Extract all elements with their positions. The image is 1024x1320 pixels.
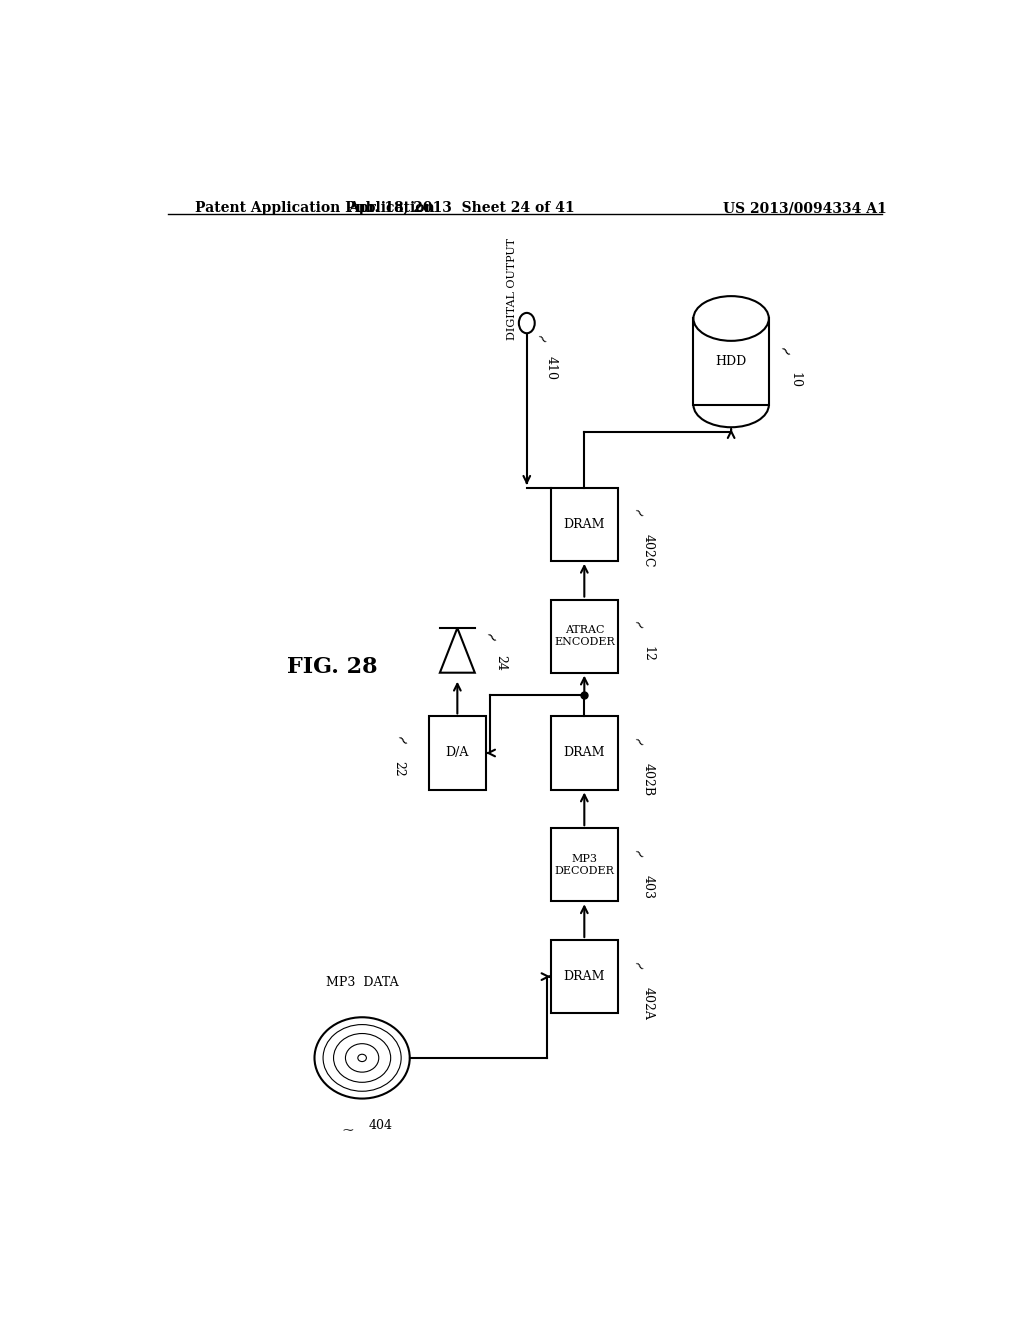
Ellipse shape xyxy=(314,1018,410,1098)
Text: 24: 24 xyxy=(495,656,508,672)
Bar xyxy=(551,599,618,673)
Text: 10: 10 xyxy=(788,372,802,388)
Text: ~: ~ xyxy=(481,628,501,648)
Text: MP3  DATA: MP3 DATA xyxy=(326,975,398,989)
Text: 12: 12 xyxy=(642,647,655,663)
Text: 402B: 402B xyxy=(642,763,655,796)
Text: ~: ~ xyxy=(531,331,550,350)
Bar xyxy=(551,940,618,1014)
Text: 404: 404 xyxy=(369,1119,392,1131)
Text: ~: ~ xyxy=(775,342,795,362)
Text: ~: ~ xyxy=(629,957,647,975)
Ellipse shape xyxy=(693,296,769,341)
Text: Apr. 18, 2013  Sheet 24 of 41: Apr. 18, 2013 Sheet 24 of 41 xyxy=(348,201,574,215)
Text: DRAM: DRAM xyxy=(563,747,605,759)
Circle shape xyxy=(519,313,535,333)
Text: DRAM: DRAM xyxy=(563,970,605,983)
Bar xyxy=(429,717,486,789)
Text: 402C: 402C xyxy=(642,535,655,568)
Text: ~: ~ xyxy=(629,846,647,863)
Polygon shape xyxy=(440,628,475,673)
Text: FIG. 28: FIG. 28 xyxy=(287,656,378,677)
Text: ~: ~ xyxy=(629,506,647,523)
Text: ~: ~ xyxy=(341,1125,354,1138)
Text: DIGITAL OUTPUT: DIGITAL OUTPUT xyxy=(508,239,517,341)
Text: 22: 22 xyxy=(392,762,404,777)
Text: DRAM: DRAM xyxy=(563,517,605,531)
Text: MP3
DECODER: MP3 DECODER xyxy=(554,854,614,875)
Text: ~: ~ xyxy=(629,616,647,635)
Text: D/A: D/A xyxy=(445,747,469,759)
Text: US 2013/0094334 A1: US 2013/0094334 A1 xyxy=(723,201,887,215)
Text: HDD: HDD xyxy=(716,355,746,368)
Text: ~: ~ xyxy=(629,734,647,752)
Text: 402A: 402A xyxy=(642,987,655,1019)
Bar xyxy=(551,717,618,789)
Bar xyxy=(693,318,769,405)
Ellipse shape xyxy=(357,1055,367,1061)
Text: 410: 410 xyxy=(544,355,557,380)
Bar xyxy=(551,828,618,902)
Bar xyxy=(551,487,618,561)
Text: ATRAC
ENCODER: ATRAC ENCODER xyxy=(554,626,614,647)
Text: 403: 403 xyxy=(642,875,655,899)
Text: ~: ~ xyxy=(391,731,412,751)
Text: Patent Application Publication: Patent Application Publication xyxy=(196,201,435,215)
